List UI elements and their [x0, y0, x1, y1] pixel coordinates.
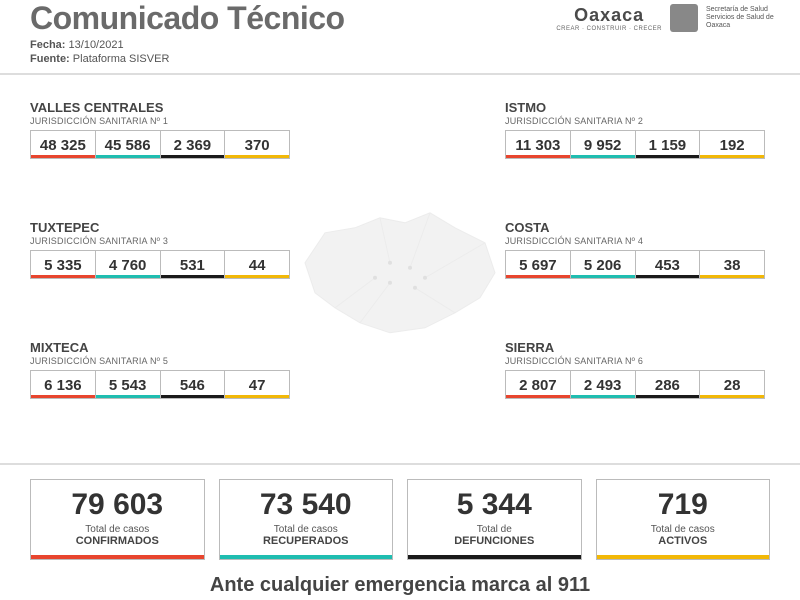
total-recovered-line1: Total de casos — [226, 524, 387, 535]
oaxaca-map-icon — [295, 203, 505, 343]
footer-text: Ante cualquier emergencia marca al 911 — [0, 574, 800, 597]
region-name: ISTMO — [505, 100, 765, 115]
source-line: Fuente: Plataforma SISVER — [30, 53, 770, 65]
total-confirmed-value: 79 603 — [37, 490, 198, 520]
total-confirmed-line1: Total de casos — [37, 524, 198, 535]
total-deaths-line1: Total de — [414, 524, 575, 535]
region-values-row: 48 32545 5862 369370 — [30, 130, 290, 159]
region-deaths: 1 159 — [636, 131, 701, 158]
government-seal-icon — [670, 4, 698, 32]
region-confirmed: 5 697 — [506, 251, 571, 278]
region-box: ISTMOJURISDICCIÓN SANITARIA Nº 2 11 3039 … — [505, 100, 765, 159]
region-confirmed: 11 303 — [506, 131, 571, 158]
region-active: 38 — [700, 251, 764, 278]
region-deaths: 546 — [161, 371, 226, 398]
region-recovered: 4 760 — [96, 251, 161, 278]
region-confirmed: 5 335 — [31, 251, 96, 278]
logo-block: Oaxaca CREAR · CONSTRUIR · CRECER Secret… — [556, 4, 776, 32]
region-values-row: 6 1365 54354647 — [30, 370, 290, 399]
total-active: 719 Total de casos ACTIVOS — [596, 479, 771, 560]
brand-tag: CREAR · CONSTRUIR · CRECER — [556, 26, 662, 32]
total-recovered: 73 540 Total de casos RECUPERADOS — [219, 479, 394, 560]
region-jurisdiction: JURISDICCIÓN SANITARIA Nº 5 — [30, 356, 290, 366]
region-active: 192 — [700, 131, 764, 158]
region-name: COSTA — [505, 220, 765, 235]
region-box: VALLES CENTRALESJURISDICCIÓN SANITARIA N… — [30, 100, 290, 159]
region-recovered: 2 493 — [571, 371, 636, 398]
source-value: Plataforma SISVER — [73, 53, 170, 65]
brand-word: Oaxaca — [556, 5, 662, 26]
region-jurisdiction: JURISDICCIÓN SANITARIA Nº 6 — [505, 356, 765, 366]
region-name: SIERRA — [505, 340, 765, 355]
source-label: Fuente: — [30, 53, 70, 65]
region-recovered: 9 952 — [571, 131, 636, 158]
total-confirmed: 79 603 Total de casos CONFIRMADOS — [30, 479, 205, 560]
total-deaths-line2: DEFUNCIONES — [414, 535, 575, 547]
date-label: Fecha: — [30, 39, 65, 51]
total-deaths-value: 5 344 — [414, 490, 575, 520]
health-secretariat-logo: Secretaría de Salud Servicios de Salud d… — [706, 6, 776, 29]
region-jurisdiction: JURISDICCIÓN SANITARIA Nº 2 — [505, 116, 765, 126]
region-active: 28 — [700, 371, 764, 398]
region-values-row: 2 8072 49328628 — [505, 370, 765, 399]
total-confirmed-line2: CONFIRMADOS — [37, 535, 198, 547]
region-deaths: 531 — [161, 251, 226, 278]
region-recovered: 5 206 — [571, 251, 636, 278]
region-values-row: 11 3039 9521 159192 — [505, 130, 765, 159]
region-box: COSTAJURISDICCIÓN SANITARIA Nº 4 5 6975 2… — [505, 220, 765, 279]
region-box: TUXTEPECJURISDICCIÓN SANITARIA Nº 3 5 335… — [30, 220, 290, 279]
region-recovered: 45 586 — [96, 131, 161, 158]
region-values-row: 5 3354 76053144 — [30, 250, 290, 279]
oaxaca-logo: Oaxaca CREAR · CONSTRUIR · CRECER — [556, 5, 662, 32]
region-box: SIERRAJURISDICCIÓN SANITARIA Nº 6 2 8072 … — [505, 340, 765, 399]
region-deaths: 286 — [636, 371, 701, 398]
total-active-line2: ACTIVOS — [603, 535, 764, 547]
region-deaths: 453 — [636, 251, 701, 278]
region-recovered: 5 543 — [96, 371, 161, 398]
region-jurisdiction: JURISDICCIÓN SANITARIA Nº 3 — [30, 236, 290, 246]
totals-row: 79 603 Total de casos CONFIRMADOS 73 540… — [0, 463, 800, 560]
total-deaths: 5 344 Total de DEFUNCIONES — [407, 479, 582, 560]
total-active-line1: Total de casos — [603, 524, 764, 535]
total-recovered-value: 73 540 — [226, 490, 387, 520]
region-confirmed: 6 136 — [31, 371, 96, 398]
region-name: MIXTECA — [30, 340, 290, 355]
region-jurisdiction: JURISDICCIÓN SANITARIA Nº 1 — [30, 116, 290, 126]
region-values-row: 5 6975 20645338 — [505, 250, 765, 279]
region-active: 47 — [225, 371, 289, 398]
date-value: 13/10/2021 — [69, 39, 124, 51]
region-active: 370 — [225, 131, 289, 158]
total-active-value: 719 — [603, 490, 764, 520]
region-deaths: 2 369 — [161, 131, 226, 158]
region-active: 44 — [225, 251, 289, 278]
date-line: Fecha: 13/10/2021 — [30, 39, 770, 51]
ss-line2: Servicios de Salud de Oaxaca — [706, 14, 776, 29]
region-name: TUXTEPEC — [30, 220, 290, 235]
map-area: VALLES CENTRALESJURISDICCIÓN SANITARIA N… — [0, 85, 800, 455]
region-name: VALLES CENTRALES — [30, 100, 290, 115]
ss-line1: Secretaría de Salud — [706, 6, 776, 14]
region-jurisdiction: JURISDICCIÓN SANITARIA Nº 4 — [505, 236, 765, 246]
region-confirmed: 48 325 — [31, 131, 96, 158]
region-confirmed: 2 807 — [506, 371, 571, 398]
region-box: MIXTECAJURISDICCIÓN SANITARIA Nº 56 1365… — [30, 340, 290, 399]
total-recovered-line2: RECUPERADOS — [226, 535, 387, 547]
